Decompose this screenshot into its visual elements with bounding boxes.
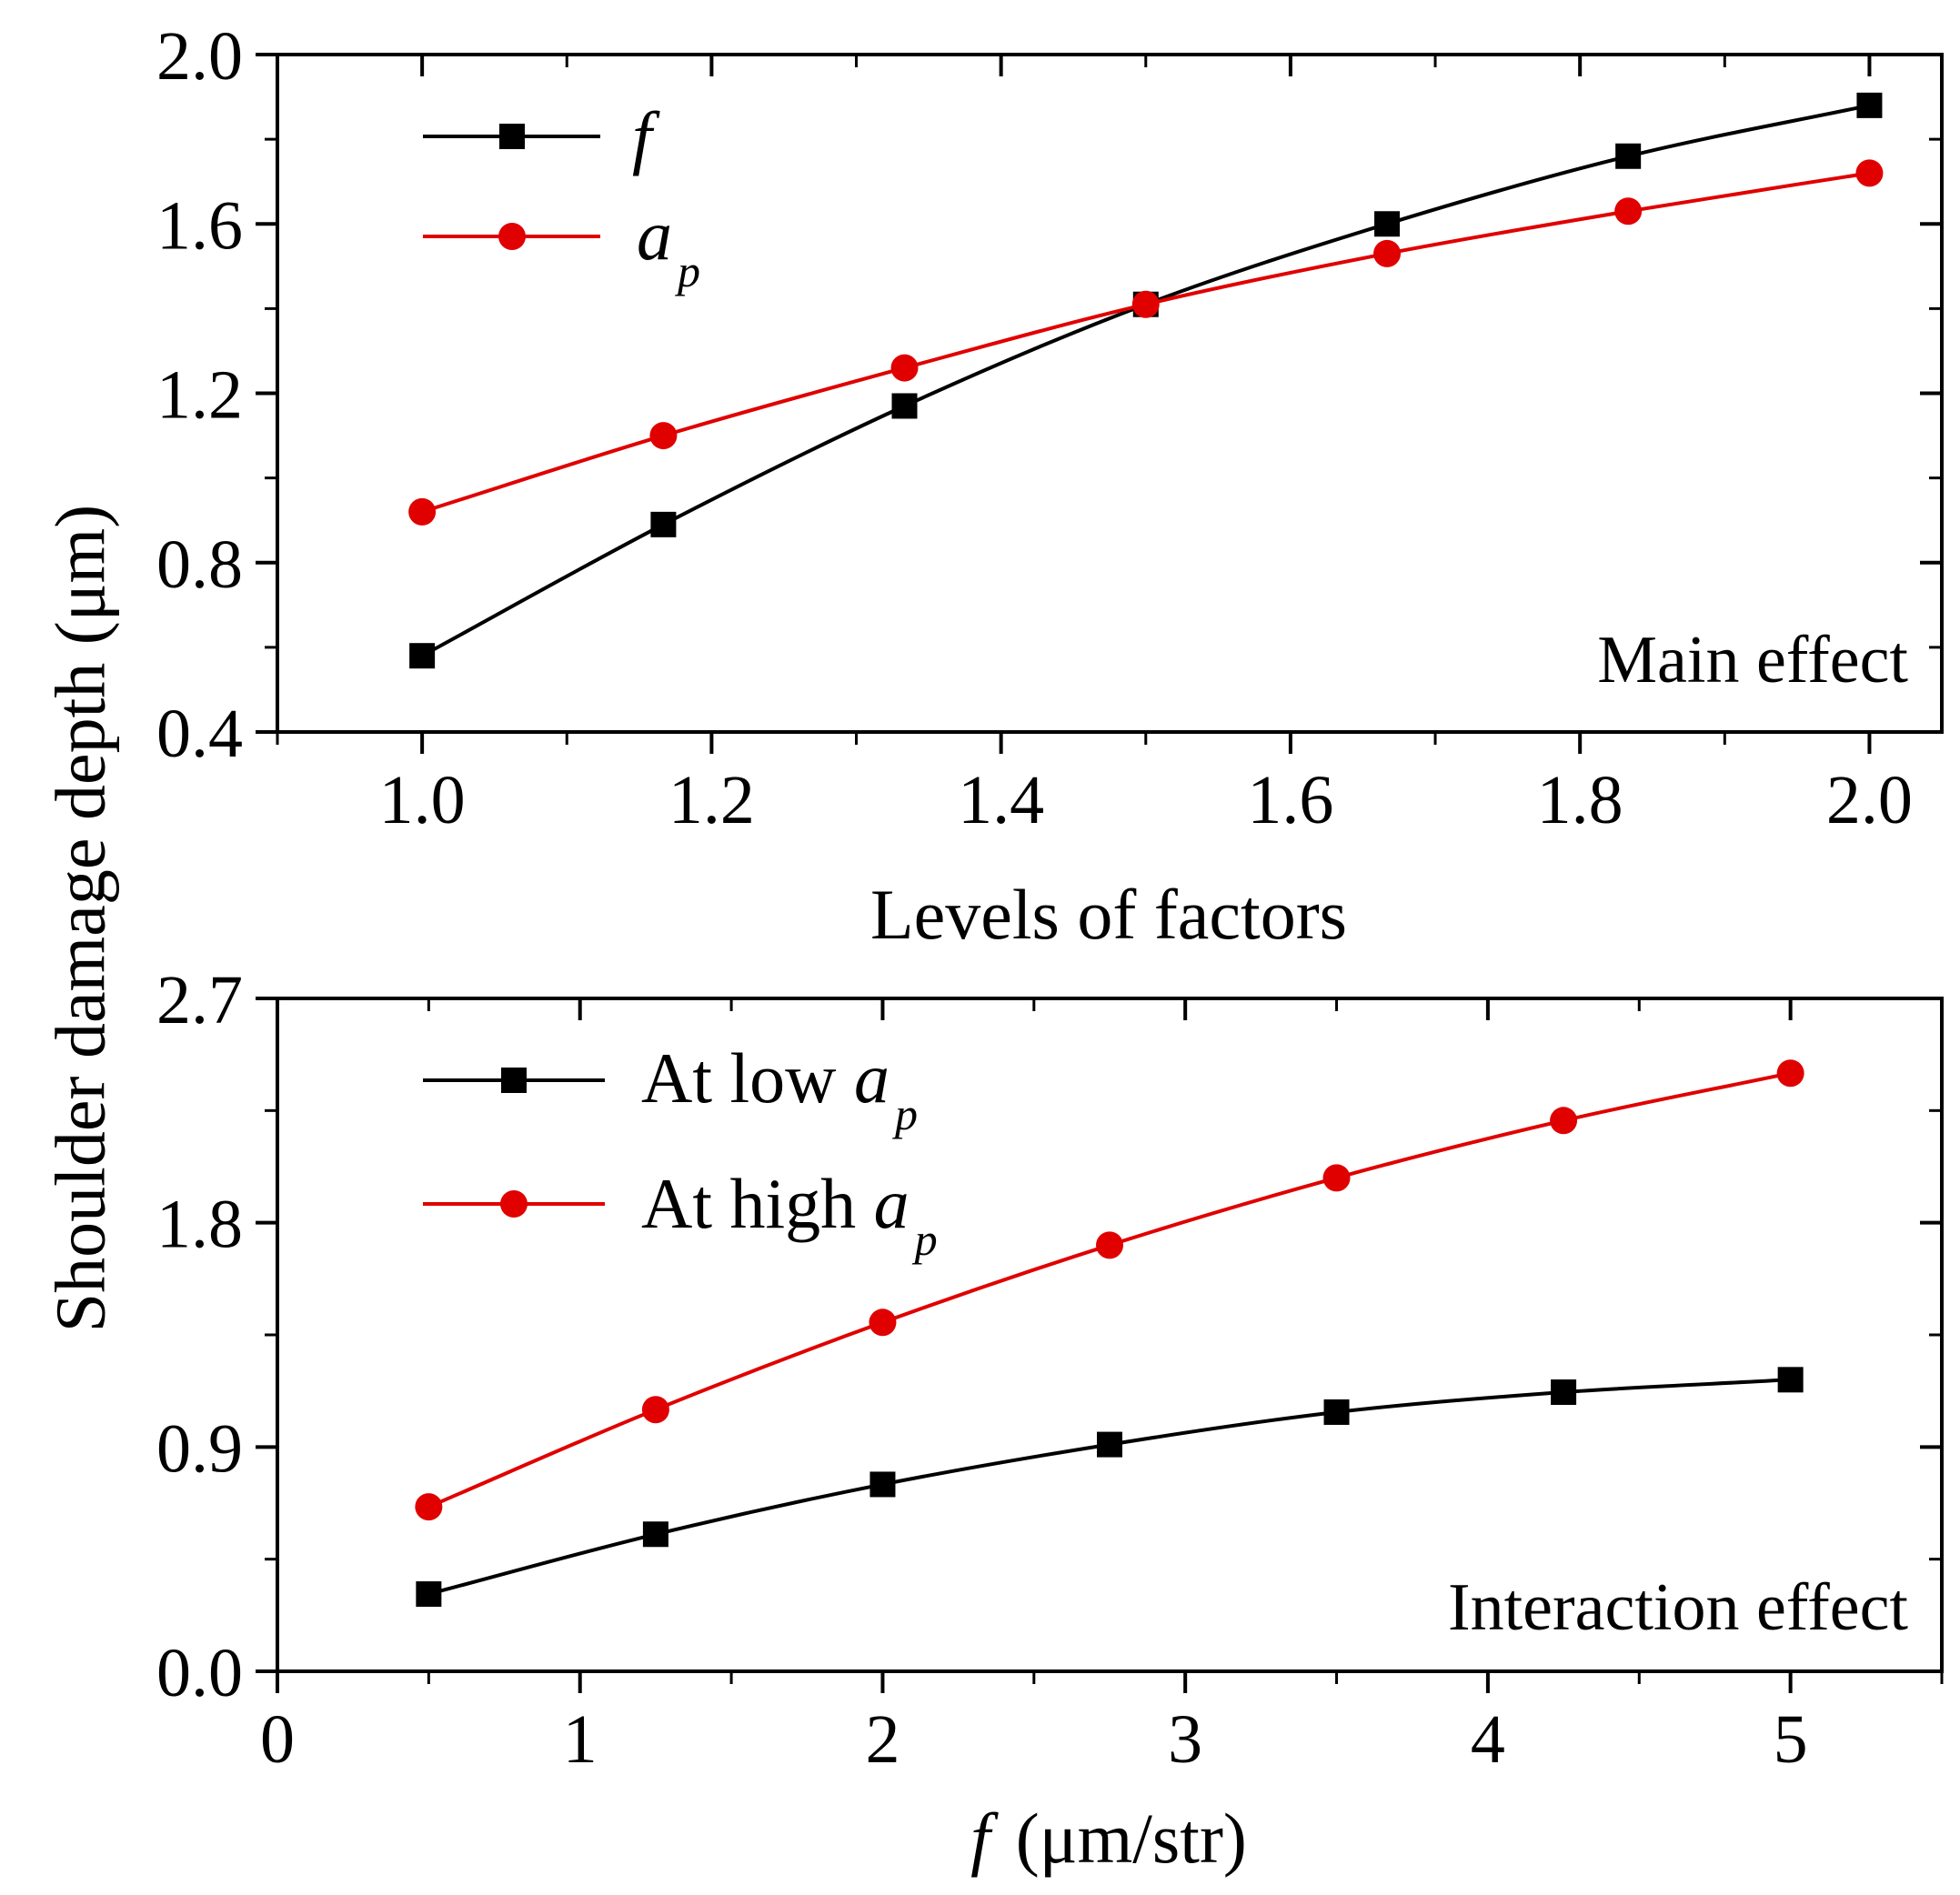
data-point-square <box>1777 1367 1804 1393</box>
y-tick-label: 1.6 <box>156 187 243 264</box>
legend-f-marker <box>499 124 525 149</box>
data-point-circle <box>890 354 919 382</box>
y-tick-label: 1.2 <box>156 357 243 434</box>
legend-ap-main: a <box>637 196 672 275</box>
x-tick-label: 4 <box>1471 1701 1505 1778</box>
x-tick-label: 0 <box>260 1701 295 1778</box>
interaction-effect-annotation: Interaction effect <box>1448 1570 1908 1645</box>
x-tick-label: 1.2 <box>668 762 755 838</box>
data-point-square <box>416 1581 442 1608</box>
legend-low-main: At low <box>641 1038 854 1118</box>
data-point-circle <box>1855 159 1884 187</box>
data-point-circle <box>1322 1164 1351 1192</box>
data-point-square <box>409 643 436 669</box>
interaction-effect-markers <box>415 1059 1804 1608</box>
y-tick-label: 2.7 <box>156 962 243 1038</box>
legend-ap-marker <box>498 223 526 250</box>
y-tick-label: 0.8 <box>156 526 243 603</box>
interaction-effect-tick-labels: 0 1 2 3 4 5 0.0 0.9 1.8 2.7 <box>156 962 1808 1778</box>
data-point-circle <box>1550 1107 1578 1135</box>
main-effect-markers <box>408 92 1884 669</box>
data-point-square <box>1551 1379 1577 1406</box>
data-point-circle <box>415 1493 443 1521</box>
legend-low-marker <box>501 1068 527 1093</box>
x-tick-label: 1.8 <box>1537 762 1623 838</box>
data-point-circle <box>408 497 437 526</box>
x-tick-label: 3 <box>1168 1701 1202 1778</box>
data-point-circle <box>1096 1231 1123 1259</box>
legend-low-subscript: p <box>892 1088 918 1139</box>
data-point-circle <box>869 1308 897 1337</box>
legend-high-subscript: p <box>912 1214 938 1265</box>
data-point-circle <box>641 1396 669 1424</box>
x-tick-label: 1.4 <box>958 762 1044 838</box>
legend-low-italic: a <box>854 1038 890 1118</box>
x-tick-label: 1 <box>563 1701 598 1778</box>
legend-high-italic: a <box>874 1164 910 1243</box>
x-title-units: (μm/str) <box>1016 1799 1247 1878</box>
x-tick-label: 5 <box>1774 1701 1808 1778</box>
data-point-square <box>650 511 677 537</box>
interaction-effect-plot-frame <box>276 997 1944 1673</box>
x-tick-label: 1.6 <box>1247 762 1333 838</box>
main-effect-plot-frame <box>276 53 1944 734</box>
x-tick-label: 2.0 <box>1826 762 1913 838</box>
legend-ap-subscript: p <box>675 246 700 296</box>
y-tick-label: 1.8 <box>156 1187 243 1263</box>
data-point-square <box>1097 1431 1122 1458</box>
y-tick-label: 2.0 <box>156 18 243 95</box>
data-point-square <box>642 1521 668 1548</box>
data-point-square <box>1615 143 1642 169</box>
data-point-square <box>1323 1399 1350 1425</box>
data-point-square <box>1856 92 1883 118</box>
data-point-circle <box>1131 290 1160 318</box>
data-point-circle <box>1614 197 1643 226</box>
data-point-circle <box>649 422 678 450</box>
data-point-square <box>891 393 918 419</box>
legend-high-main: At high <box>641 1164 874 1243</box>
y-tick-label: 0.9 <box>156 1410 243 1487</box>
x-tick-label: 1.0 <box>379 762 466 838</box>
main-effect-tick-labels: 1.0 1.2 1.4 1.6 1.8 2.0 0.4 0.8 1.2 1.6 2.0 <box>156 18 1913 838</box>
data-point-square <box>869 1471 896 1498</box>
y-tick-label: 0.4 <box>156 696 243 772</box>
main-effect-annotation: Main effect <box>1597 623 1908 697</box>
data-point-square <box>1374 211 1401 237</box>
legend-high-marker <box>500 1190 528 1218</box>
y-axis-title: Shoulder damage depth (μm) <box>41 505 120 1332</box>
x-tick-label: 2 <box>865 1701 900 1778</box>
main-effect-x-axis-title: Levels of factors <box>870 875 1347 954</box>
data-point-circle <box>1776 1059 1804 1088</box>
data-point-circle <box>1373 239 1402 267</box>
y-tick-label: 0.0 <box>156 1635 243 1711</box>
